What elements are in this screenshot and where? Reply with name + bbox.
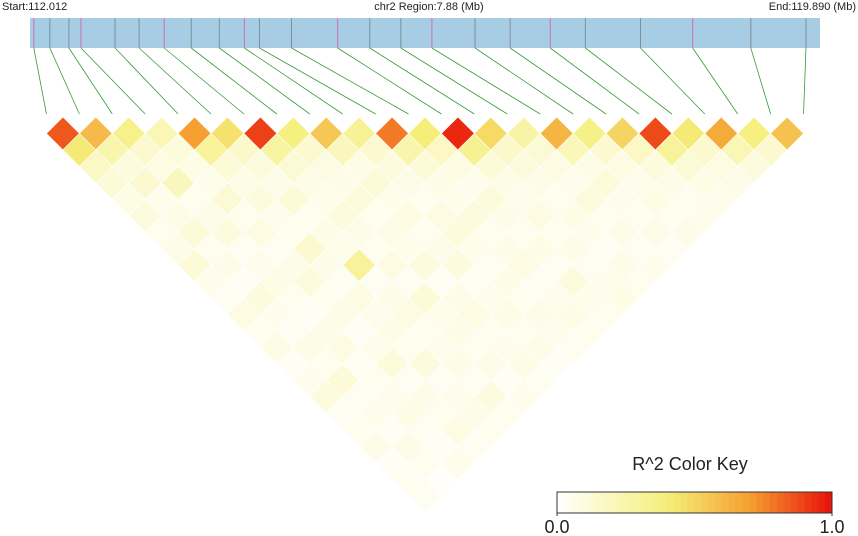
colorbar-swatch [694, 492, 702, 513]
colorbar-swatch [660, 492, 668, 513]
colorbar-swatch [632, 492, 640, 513]
colorbar-swatch [728, 492, 737, 513]
colorbar-swatch [777, 492, 785, 513]
snp-connector [640, 47, 706, 115]
snp-track [30, 18, 820, 48]
colorbar-swatch [646, 492, 654, 513]
snp-connector [509, 47, 607, 115]
colorbar-frame [556, 491, 833, 514]
colorbar-swatch [756, 492, 764, 513]
colorbar-swatch [735, 492, 744, 513]
colorbar-swatch [708, 492, 716, 513]
snp-connector [431, 47, 541, 115]
colorbar-swatch [625, 492, 634, 513]
snp-connector [692, 47, 739, 115]
colorbar-tick-label: 1.0 [819, 517, 844, 536]
snp-connector [337, 47, 442, 115]
colorbar-swatch [783, 492, 792, 513]
colorbar-swatch [612, 492, 620, 513]
snp-connector [138, 47, 212, 115]
snp-connector [80, 47, 146, 115]
snp-connector [585, 47, 673, 115]
snp-connector [259, 47, 376, 115]
colorbar-swatch [557, 492, 565, 513]
colorbar-title: R^2 Color Key [632, 454, 748, 474]
end-label: End:119.890 (Mb) [769, 1, 856, 13]
colorbar-swatch [667, 492, 675, 513]
colorbar-swatch [577, 492, 585, 513]
start-label: Start:112.012 [2, 1, 67, 13]
colorbar-swatch [605, 492, 613, 513]
snp-connector [244, 47, 343, 115]
snp-connector [163, 47, 245, 115]
colorbar-swatch [673, 492, 682, 513]
colorbar-swatch [584, 492, 592, 513]
colorbar-swatch [742, 492, 750, 513]
colorbar-swatch [598, 492, 606, 513]
snp-connector [803, 47, 807, 115]
colorbar-swatch [701, 492, 709, 513]
snp-connector [750, 47, 772, 115]
colorbar-swatch [639, 492, 647, 513]
colorbar-swatch [797, 492, 805, 513]
colorbar-swatch [790, 492, 799, 513]
colorbar-swatch [722, 492, 730, 513]
colorbar-swatch [680, 492, 689, 513]
colorbar-swatch [763, 492, 771, 513]
snp-connector [291, 47, 409, 115]
region-label: chr2 Region:7.88 (Mb) [374, 1, 483, 13]
snp-connector [49, 47, 80, 115]
snp-connector [191, 47, 278, 115]
colorbar-swatch [749, 492, 757, 513]
colorbar-tick-label: 0.0 [544, 517, 569, 536]
ld-cell [770, 116, 804, 151]
snp-connector [33, 47, 47, 115]
snp-connector [68, 47, 113, 115]
colorbar-swatch [687, 492, 695, 513]
snp-connector [400, 47, 508, 115]
colorbar-swatch [591, 492, 599, 513]
snp-connector [550, 47, 640, 115]
colorbar-swatch [570, 492, 579, 513]
snp-connector [219, 47, 311, 115]
colorbar-swatch [825, 492, 833, 513]
snp-connector [369, 47, 475, 115]
colorbar-swatch [770, 492, 778, 513]
snp-connector [474, 47, 574, 115]
colorbar-swatch [715, 492, 723, 513]
colorbar-swatch [818, 492, 826, 513]
snp-connector [114, 47, 179, 115]
colorbar-swatch [653, 492, 661, 513]
colorbar-swatch [618, 492, 627, 513]
colorbar-swatch [811, 492, 819, 513]
colorbar-swatch [563, 492, 572, 513]
colorbar-swatch [804, 492, 812, 513]
